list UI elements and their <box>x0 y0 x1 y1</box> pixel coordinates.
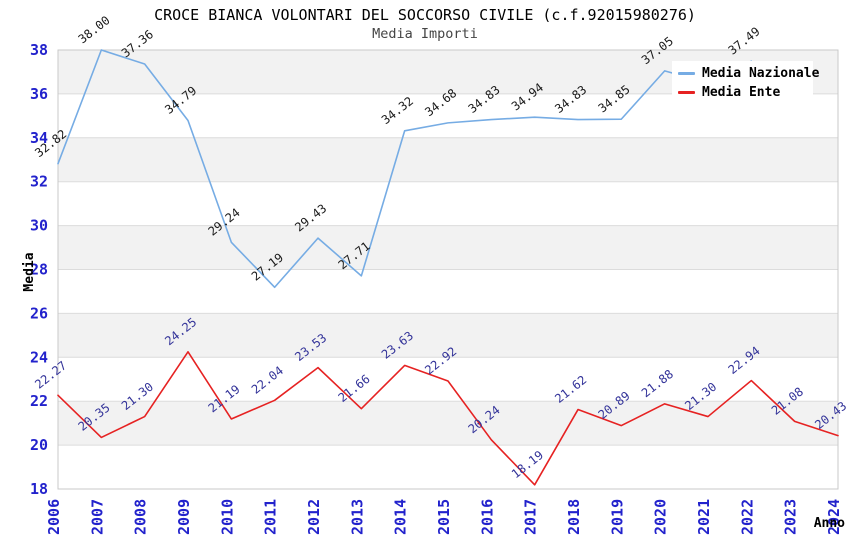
x-tick-label: 2010 <box>218 499 236 535</box>
x-tick-label: 2022 <box>738 499 756 535</box>
x-tick-label: 2008 <box>132 499 150 535</box>
data-label: 22.04 <box>249 363 286 396</box>
x-tick-label: 2017 <box>522 499 540 535</box>
y-tick-label: 32 <box>30 173 48 191</box>
x-tick-label: 2007 <box>88 499 106 535</box>
x-tick-label: 2024 <box>825 499 843 535</box>
x-axis-tick-labels: 2006 2007 2008 2009 2010 2011 2012 2013 2014 2015… <box>45 499 843 535</box>
x-tick-label: 2019 <box>608 499 626 535</box>
chart-title: CROCE BIANCA VOLONTARI DEL SOCCORSO CIVI… <box>154 6 696 24</box>
chart-subtitle: Media Importi <box>372 26 478 42</box>
series-line-media-ente <box>57 351 839 486</box>
legend-label-nazionale: Media Nazionale <box>702 66 820 81</box>
legend-item-media-nazionale: Media Nazionale <box>678 66 819 81</box>
y-tick-label: 20 <box>30 436 48 454</box>
legend-swatch-nazionale <box>678 72 695 75</box>
x-tick-label: 2012 <box>305 499 323 535</box>
shaded-band <box>58 137 838 182</box>
x-tick-label: 2011 <box>262 499 280 535</box>
x-tick-label: 2009 <box>175 499 193 535</box>
legend-item-media-ente: Media Ente <box>678 85 807 100</box>
plot-border <box>57 49 839 490</box>
y-axis-title: Media <box>22 252 37 291</box>
shaded-band <box>58 401 838 446</box>
data-label: 21.66 <box>336 372 373 405</box>
shaded-band <box>58 313 838 358</box>
legend-swatch-ente <box>678 91 695 94</box>
plot-shaded-bands <box>58 50 838 446</box>
shaded-band <box>58 225 838 270</box>
x-tick-label: 2014 <box>392 499 410 535</box>
data-label: 21.88 <box>639 367 676 400</box>
series-line-media-nazionale <box>57 49 753 289</box>
y-tick-label: 38 <box>30 41 48 59</box>
y-tick-label: 30 <box>30 217 48 235</box>
x-tick-label: 2021 <box>695 499 713 535</box>
series-lines <box>57 49 839 486</box>
x-tick-label: 2016 <box>478 499 496 535</box>
legend: Media Nazionale Media Ente <box>672 61 819 105</box>
y-tick-label: 34 <box>30 129 48 147</box>
y-tick-label: 36 <box>30 85 48 103</box>
x-axis-title: Anno <box>814 516 845 531</box>
x-tick-label: 2006 <box>45 499 63 535</box>
y-tick-label: 24 <box>30 348 48 366</box>
x-tick-label: 2020 <box>652 499 670 535</box>
y-tick-label: 18 <box>30 480 48 498</box>
x-tick-label: 2023 <box>782 499 800 535</box>
x-tick-label: 2013 <box>348 499 366 535</box>
x-tick-label: 2015 <box>435 499 453 535</box>
y-tick-label: 22 <box>30 392 48 410</box>
y-axis-tick-labels: 38 36 34 32 30 28 26 24 22 20 18 <box>30 41 48 498</box>
x-tick-label: 2018 <box>565 499 583 535</box>
y-tick-label: 26 <box>30 304 48 322</box>
y-tick-label: 28 <box>30 261 48 279</box>
plot-gridlines <box>58 49 838 490</box>
data-label: 34.32 <box>379 94 416 127</box>
legend-label-ente: Media Ente <box>702 85 781 100</box>
